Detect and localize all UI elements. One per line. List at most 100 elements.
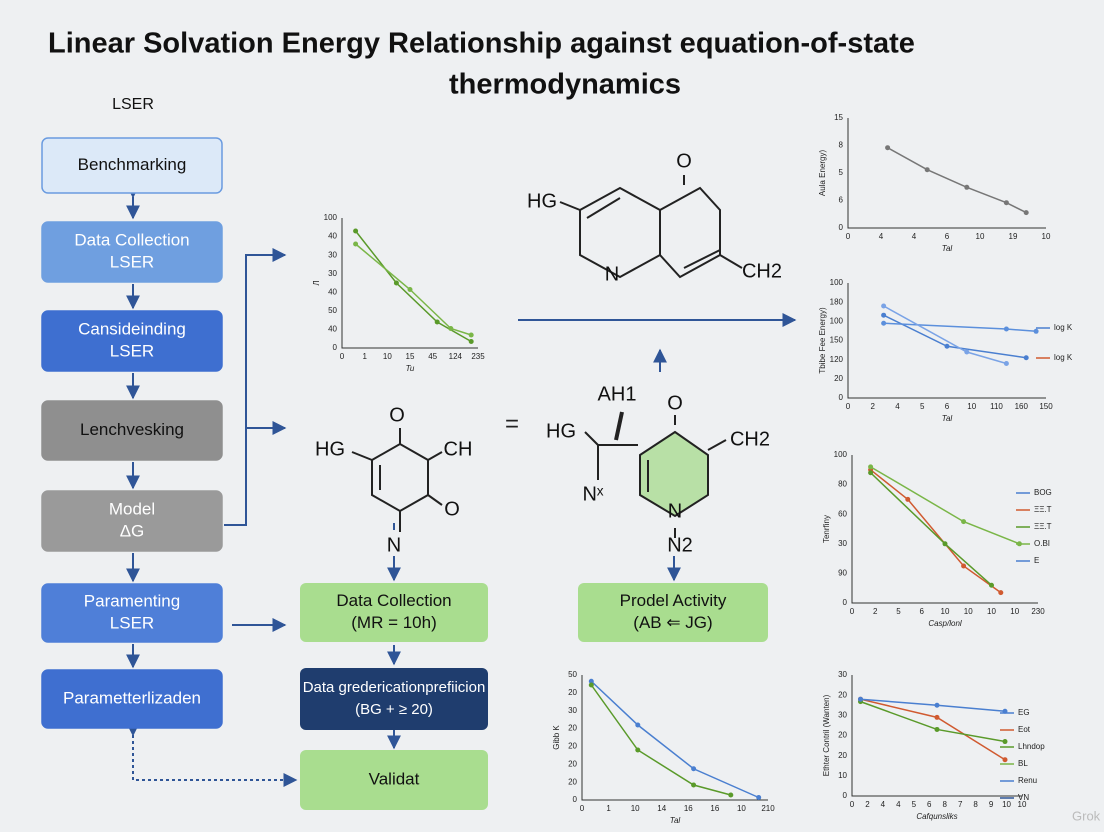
legend-label: BL — [1018, 759, 1028, 768]
x-tick-label: 0 — [846, 232, 851, 241]
x-tick-label: 160 — [1015, 402, 1029, 411]
atom-label: N — [668, 500, 682, 522]
point — [393, 280, 399, 286]
legend-label: Ε — [1034, 556, 1039, 565]
flow-step — [41, 669, 223, 729]
point — [448, 326, 454, 331]
process-label: Validat — [369, 769, 420, 788]
curve — [883, 314, 1027, 359]
x-tick-label: 4 — [895, 402, 900, 411]
atom-label: O — [444, 498, 460, 520]
point — [1003, 200, 1009, 206]
x-tick-label: 6 — [920, 607, 925, 616]
legend-label: Ο.ΒΙ — [1034, 539, 1050, 548]
x-tick-label: 0 — [846, 402, 851, 411]
point — [885, 145, 891, 151]
point — [728, 792, 734, 798]
x-axis-label: Tal — [942, 244, 953, 253]
curve — [860, 698, 1006, 761]
x-tick-label: 2 — [865, 800, 870, 809]
y-tick-label: 20 — [838, 731, 847, 740]
point — [934, 702, 940, 708]
x-tick-label: 10 — [987, 607, 996, 616]
x-tick-label: 1 — [362, 352, 367, 361]
x-tick-label: 10 — [967, 402, 976, 411]
y-tick-label: 0 — [843, 791, 848, 800]
point — [353, 241, 359, 247]
atom-label: O — [667, 392, 683, 414]
flow-step — [41, 583, 223, 643]
point — [1003, 326, 1009, 332]
x-tick-label: 0 — [850, 800, 855, 809]
y-tick-label: 6 — [839, 196, 844, 205]
x-axis-label: Tal — [942, 414, 953, 423]
x-axis-label: Tu — [406, 364, 415, 373]
molecule-ring — [639, 430, 709, 518]
x-tick-label: 16 — [710, 804, 719, 813]
y-axis-label: Л — [312, 280, 321, 285]
atom-label: HG — [315, 438, 345, 460]
molecule-bonds — [351, 175, 743, 538]
point — [635, 722, 641, 728]
curve — [355, 230, 472, 343]
curve — [590, 684, 731, 796]
axis — [847, 283, 1046, 399]
point — [881, 303, 887, 309]
point — [353, 228, 359, 234]
atom-label: AH1 — [598, 383, 637, 405]
flow-heading: LSER — [112, 96, 154, 113]
process-label: Data Collection — [336, 591, 451, 610]
y-tick-label: 30 — [838, 539, 847, 548]
point — [964, 184, 970, 190]
x-tick-label: 6 — [927, 800, 932, 809]
x-tick-label: 5 — [920, 402, 925, 411]
y-tick-label: 100 — [324, 213, 338, 222]
flow-step — [41, 310, 223, 372]
curve — [860, 700, 1006, 743]
process-box — [300, 750, 488, 810]
curve — [355, 243, 472, 336]
point — [407, 287, 413, 292]
x-tick-label: 4 — [879, 232, 884, 241]
y-tick-label: 30 — [838, 710, 847, 719]
y-tick-label: 0 — [839, 223, 844, 232]
legend-label: Lhndop — [1018, 742, 1045, 751]
axis — [851, 455, 1038, 604]
process-label: (ΑΒ ⇐ JG) — [633, 613, 712, 632]
flow-step-label: Benchmarking — [78, 155, 187, 174]
axis — [581, 675, 768, 801]
y-tick-label: 50 — [328, 306, 337, 315]
x-tick-label: 5 — [912, 800, 917, 809]
point — [468, 339, 474, 344]
atom-label: Nˣ — [582, 483, 603, 505]
flow-step-label: LSER — [110, 252, 154, 271]
process-box — [300, 583, 488, 642]
curve — [870, 472, 992, 586]
y-axis-label: Gibb K — [552, 725, 561, 750]
point — [934, 714, 940, 720]
point — [989, 582, 994, 588]
x-tick-label: 4 — [896, 800, 901, 809]
y-tick-label: 30 — [328, 269, 337, 278]
y-tick-label: 15 — [834, 113, 843, 122]
x-tick-label: 10 — [737, 804, 746, 813]
x-axis-label: Cafqunsliks — [916, 812, 957, 821]
y-axis-label: Aula Energy) — [818, 150, 827, 197]
x-tick-label: 5 — [896, 607, 901, 616]
x-tick-label: 7 — [958, 800, 963, 809]
x-tick-label: 10 — [1002, 800, 1011, 809]
point — [1023, 355, 1029, 361]
x-tick-label: 10 — [383, 352, 392, 361]
y-tick-label: 20 — [834, 374, 843, 383]
flow-step-label: Data Collection — [74, 230, 189, 249]
point — [944, 343, 950, 349]
flow-step-label: LSER — [110, 341, 154, 360]
point — [868, 470, 874, 476]
x-tick-label: 4 — [881, 800, 886, 809]
y-tick-label: 0 — [839, 393, 844, 402]
point — [934, 726, 940, 732]
y-tick-label: 20 — [568, 688, 577, 697]
process-label: (MR = 10h) — [351, 613, 437, 632]
x-tick-label: 6 — [945, 232, 950, 241]
